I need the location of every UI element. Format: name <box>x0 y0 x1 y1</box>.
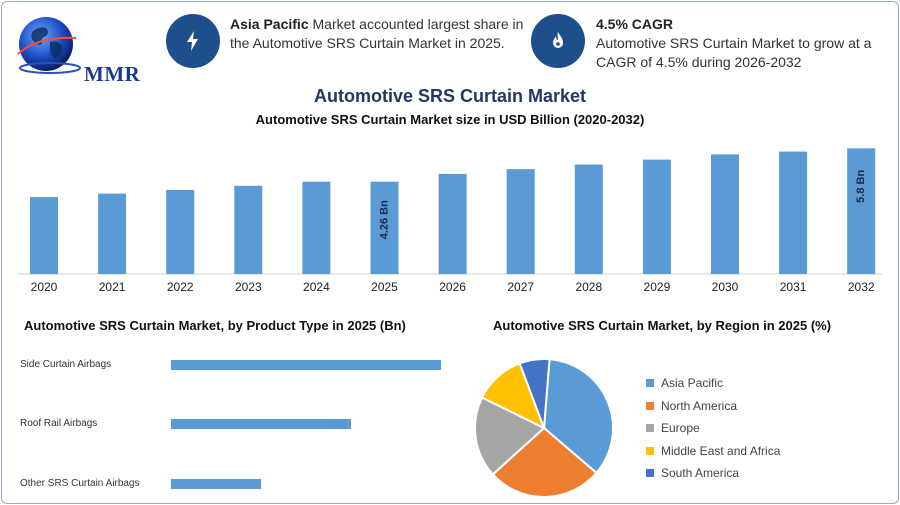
legend-label: Middle East and Africa <box>661 443 781 458</box>
logo-text: MMR <box>84 62 141 86</box>
x-tick-label: 2020 <box>31 280 58 294</box>
region-pie-chart <box>474 360 614 498</box>
bar-2031 <box>779 151 808 274</box>
pie-slice-north-america <box>491 426 598 498</box>
bar-2023 <box>234 185 263 274</box>
legend-swatch <box>646 379 654 388</box>
pie-slice-south-america <box>518 360 551 429</box>
info1-text: Market accounted largest share in the Au… <box>230 16 524 51</box>
bar-2032 <box>847 148 876 274</box>
x-tick-label: 2024 <box>303 280 330 294</box>
product-type-label: Side Curtain Airbags <box>20 359 112 370</box>
flame-icon <box>553 32 563 48</box>
bar-2028 <box>574 164 603 274</box>
info-asia-pacific: Asia Pacific Market accounted largest sh… <box>230 15 525 53</box>
bar-2030 <box>711 154 739 274</box>
chart-subtitle: Automotive SRS Curtain Market size in US… <box>255 112 645 127</box>
x-tick-label: 2027 <box>507 280 534 294</box>
legend-swatch <box>646 446 654 455</box>
legend-swatch <box>646 401 654 410</box>
legend-item: Middle East and Africa <box>646 440 780 463</box>
chart-title: Automotive SRS Curtain Market <box>313 86 587 106</box>
region-title: Automotive SRS Curtain Market, by Region… <box>493 318 832 333</box>
product-type-title: Automotive SRS Curtain Market, by Produc… <box>24 318 406 333</box>
legend-swatch <box>646 469 654 478</box>
bar-2027 <box>506 169 535 274</box>
bar-2021 <box>98 193 127 274</box>
x-tick-label: 2021 <box>99 280 126 294</box>
x-tick-label: 2029 <box>644 280 671 294</box>
data-label: 5.8 Bn <box>855 170 867 203</box>
x-tick-label: 2022 <box>167 280 194 294</box>
legend-label: North America <box>661 398 738 413</box>
legend-item: North America <box>646 395 780 418</box>
legend-item: Europe <box>646 417 780 440</box>
x-tick-label: 2030 <box>712 280 739 294</box>
product-type-bar <box>171 479 261 489</box>
pie-slice-asia-pacific <box>542 360 614 475</box>
region-legend: Asia Pacific North America Europe Middle Ea… <box>646 372 780 485</box>
mmr-logo: MMR <box>14 12 140 86</box>
x-tick-label: 2023 <box>235 280 262 294</box>
info-cagr: 4.5% CAGR Automotive SRS Curtain Market … <box>596 15 881 72</box>
lightning-icon-badge <box>166 14 220 68</box>
bar-2024 <box>302 181 331 274</box>
flame-icon-badge <box>531 14 585 68</box>
lightning-icon <box>187 31 198 51</box>
product-type-label: Roof Rail Airbags <box>20 418 98 429</box>
data-label: 4.26 Bn <box>378 200 390 239</box>
market-size-bar-chart: 2020 2021 2022 2023 2024 2025 4.26 Bn 2026 2027 2… <box>18 148 882 294</box>
bar-2029 <box>642 159 671 274</box>
bar-2025 <box>370 181 399 274</box>
x-tick-label: 2026 <box>439 280 466 294</box>
bar-2022 <box>166 189 195 274</box>
x-tick-label: 2025 <box>371 280 398 294</box>
product-type-bar <box>171 419 351 429</box>
legend-label: Europe <box>661 421 700 436</box>
legend-label: South America <box>661 466 740 481</box>
product-type-label: Other SRS Curtain Airbags <box>20 478 140 489</box>
x-tick-label: 2032 <box>848 280 875 294</box>
x-tick-label: 2031 <box>780 280 807 294</box>
legend-item: Asia Pacific <box>646 372 780 395</box>
bar-2020 <box>30 197 58 274</box>
bar-2026 <box>438 173 467 274</box>
globe-icon <box>17 17 81 74</box>
legend-label: Asia Pacific <box>661 376 724 391</box>
info2-text: Automotive SRS Curtain Market to grow at… <box>596 35 872 70</box>
info2-bold: 4.5% CAGR <box>596 16 674 32</box>
x-tick-label: 2028 <box>575 280 602 294</box>
legend-swatch <box>646 424 654 433</box>
info1-bold: Asia Pacific <box>230 16 309 32</box>
legend-item: South America <box>646 462 780 485</box>
product-type-bar <box>171 360 441 370</box>
pie-slice-europe <box>474 396 546 476</box>
